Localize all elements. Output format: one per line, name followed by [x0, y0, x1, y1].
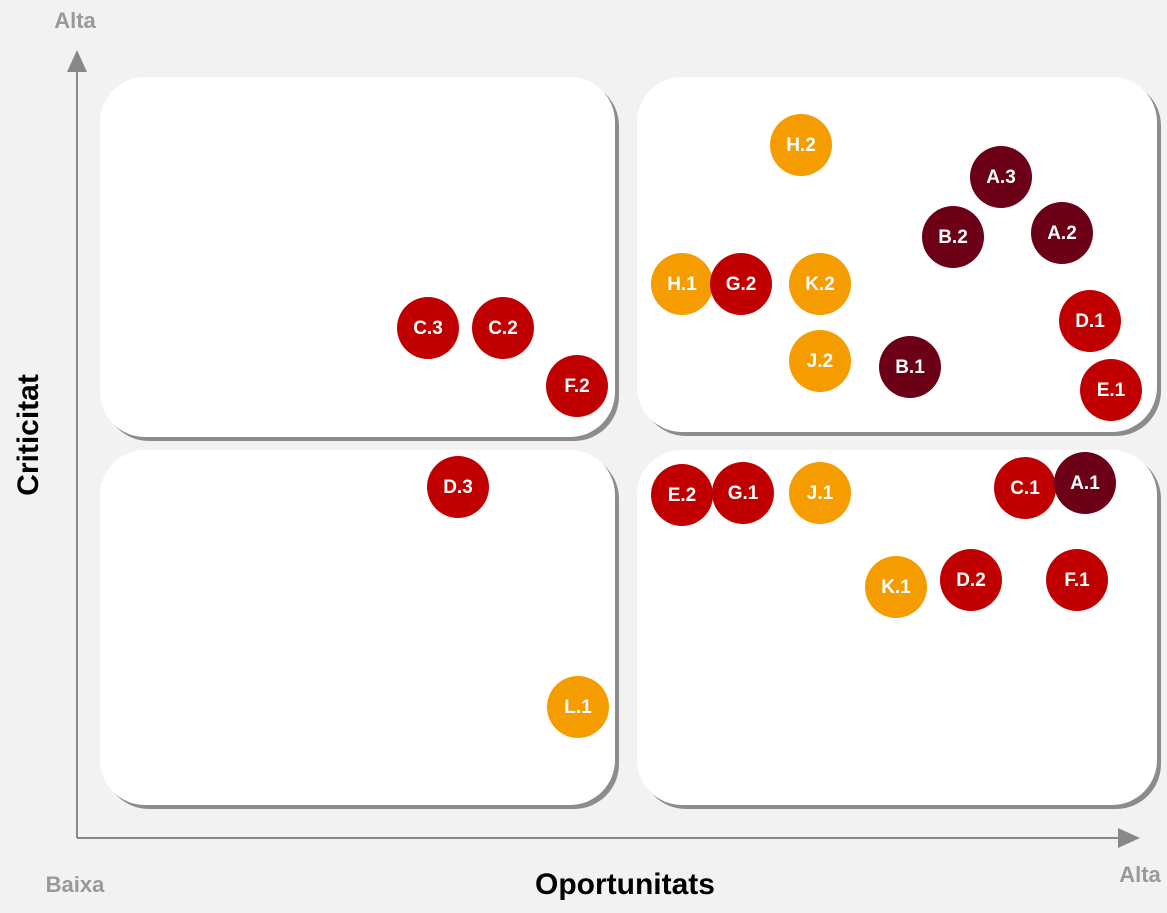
bubble: L.1: [547, 676, 609, 738]
bubble-circle: [879, 336, 941, 398]
bubble-label: A.2: [1047, 223, 1077, 244]
bubble-circle: [651, 464, 713, 526]
bubble: D.3: [427, 456, 489, 518]
bubble-circle: [397, 297, 459, 359]
bubble-circle: [427, 456, 489, 518]
bubble: E.2: [651, 464, 713, 526]
bubble-label: A.3: [986, 167, 1016, 188]
bubble-circle: [1059, 290, 1121, 352]
bubble-label: H.2: [786, 135, 816, 156]
bubble: F.1: [1046, 549, 1108, 611]
bubble: D.2: [940, 549, 1002, 611]
bubble-circle: [547, 676, 609, 738]
bubble-label: C.3: [413, 318, 443, 339]
bubble-circle: [546, 355, 608, 417]
bubble: F.2: [546, 355, 608, 417]
bubble-label: B.1: [895, 357, 925, 378]
bubble-label: C.1: [1010, 478, 1040, 499]
bubble: A.3: [970, 146, 1032, 208]
bubble: C.1: [994, 457, 1056, 519]
bubble-label: A.1: [1070, 473, 1100, 494]
bubble: C.2: [472, 297, 534, 359]
bubble-label: F.2: [564, 376, 589, 397]
bubble-circle: [1046, 549, 1108, 611]
quadrant: [637, 450, 1157, 805]
bubble: H.2: [770, 114, 832, 176]
bubble-circle: [994, 457, 1056, 519]
bubble-circle: [922, 206, 984, 268]
bubble: C.3: [397, 297, 459, 359]
bubble: B.1: [879, 336, 941, 398]
bubble-circle: [789, 462, 851, 524]
bubble: E.1: [1080, 359, 1142, 421]
bubble-circle: [1080, 359, 1142, 421]
x-title: Oportunitats: [535, 868, 715, 901]
bubble-label: D.2: [956, 570, 986, 591]
bubble-label: G.1: [728, 483, 759, 504]
bubble: B.2: [922, 206, 984, 268]
bubble-circle: [472, 297, 534, 359]
bubble: A.2: [1031, 202, 1093, 264]
bubble-circle: [789, 253, 851, 315]
bubble-label: F.1: [1064, 570, 1090, 591]
bubble: J.2: [789, 330, 851, 392]
bubble-circle: [710, 253, 772, 315]
bubble: H.1: [651, 253, 713, 315]
bubble-circle: [770, 114, 832, 176]
bubble-label: J.1: [807, 483, 834, 504]
y-title: Criticitat: [12, 374, 45, 496]
bubble-label: K.1: [881, 577, 911, 598]
x-high-label: Alta: [1119, 862, 1161, 887]
bubble-circle: [940, 549, 1002, 611]
bubble-label: E.2: [668, 485, 697, 506]
bubble: K.2: [789, 253, 851, 315]
bubble-circle: [789, 330, 851, 392]
bubble: J.1: [789, 462, 851, 524]
bubble-label: D.1: [1075, 311, 1105, 332]
bubble-label: L.1: [564, 697, 592, 718]
bubble-label: G.2: [726, 274, 757, 295]
bubble: G.2: [710, 253, 772, 315]
bubble-label: B.2: [938, 227, 968, 248]
bubble-label: C.2: [488, 318, 518, 339]
bubble-label: H.1: [667, 274, 697, 295]
quadrants: [100, 77, 1161, 809]
bubble: G.1: [712, 462, 774, 524]
bubble-label: J.2: [807, 351, 833, 372]
quadrant: [100, 450, 615, 805]
y-high-label: Alta: [54, 8, 96, 33]
quadrant: [100, 77, 615, 437]
bubble: K.1: [865, 556, 927, 618]
bubble-label: D.3: [443, 477, 473, 498]
bubble-circle: [1054, 452, 1116, 514]
x-low-label: Baixa: [46, 872, 105, 897]
bubble-circle: [651, 253, 713, 315]
bubble-circle: [712, 462, 774, 524]
bubble-label: E.1: [1097, 380, 1126, 401]
bubble: A.1: [1054, 452, 1116, 514]
bubble-circle: [865, 556, 927, 618]
bubble: D.1: [1059, 290, 1121, 352]
bubble-circle: [970, 146, 1032, 208]
bubble-label: K.2: [805, 274, 835, 295]
bubble-circle: [1031, 202, 1093, 264]
